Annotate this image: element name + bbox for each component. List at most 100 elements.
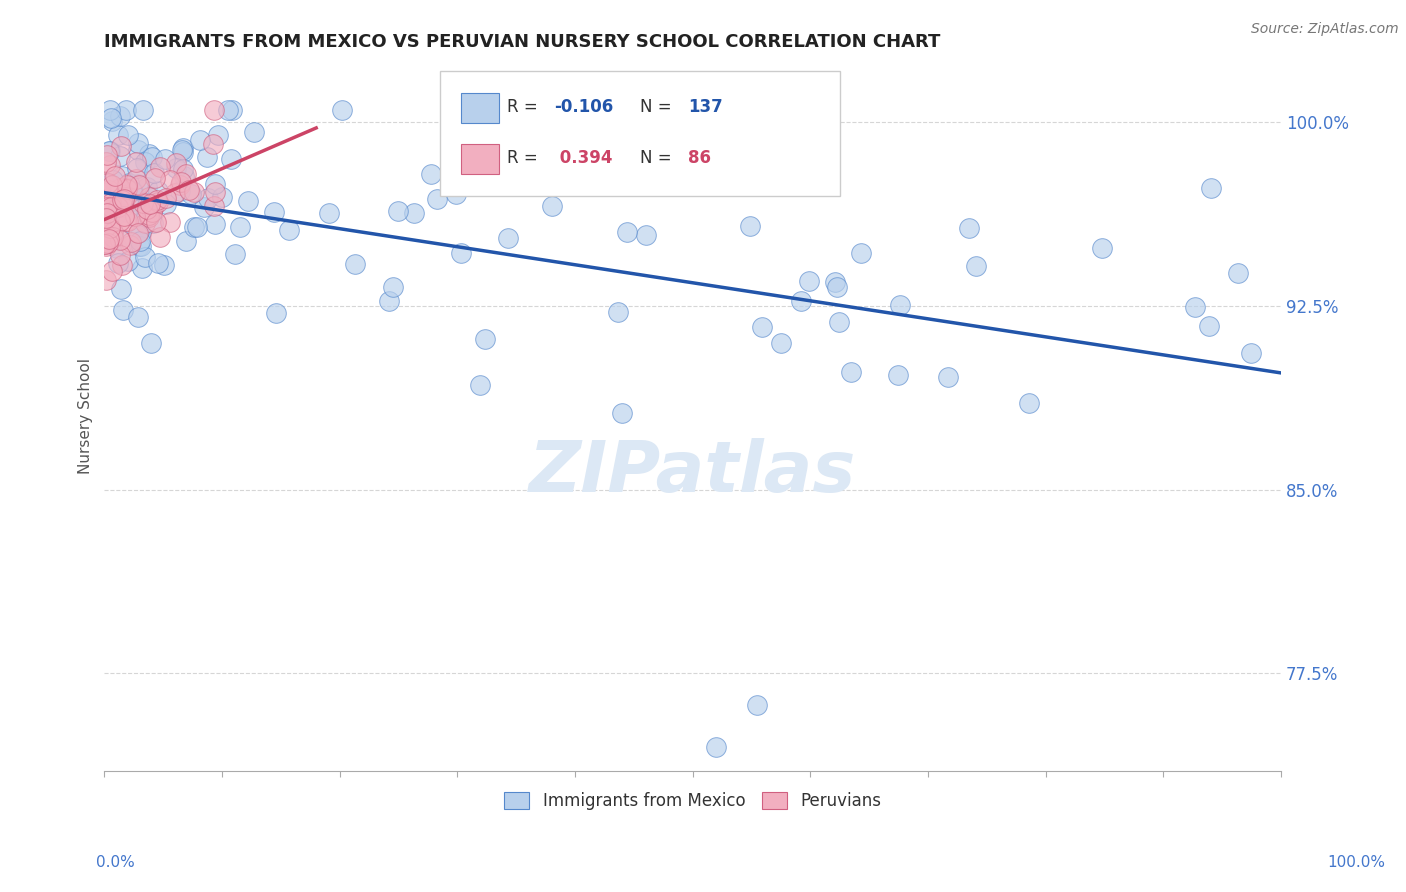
- Point: [100, 195, 122, 210]
- Point: [136, 196, 159, 211]
- Point: [738, 219, 761, 233]
- Point: [132, 103, 155, 117]
- Point: [202, 103, 225, 117]
- Point: [174, 167, 197, 181]
- Point: [165, 156, 187, 170]
- Point: [96, 202, 118, 216]
- Point: [111, 200, 134, 214]
- Point: [197, 191, 219, 205]
- Point: [159, 215, 181, 229]
- Point: [101, 197, 124, 211]
- Point: [96, 194, 118, 208]
- Point: [108, 213, 131, 227]
- Point: [145, 215, 167, 229]
- Point: [101, 228, 124, 243]
- Point: [142, 199, 165, 213]
- Point: [825, 280, 848, 294]
- Point: [330, 103, 353, 117]
- Point: [1199, 180, 1222, 194]
- Point: [96, 200, 118, 214]
- Point: [115, 205, 138, 219]
- Point: [839, 365, 862, 379]
- Point: [108, 248, 131, 262]
- Point: [610, 406, 633, 420]
- Point: [799, 274, 821, 288]
- Point: [100, 233, 122, 247]
- Y-axis label: Nursery School: Nursery School: [79, 358, 93, 474]
- Point: [94, 211, 117, 225]
- Point: [115, 103, 138, 117]
- Point: [128, 226, 150, 240]
- Point: [100, 114, 122, 128]
- Point: [243, 125, 266, 139]
- Point: [174, 234, 197, 248]
- Point: [170, 175, 193, 189]
- Point: [115, 190, 138, 204]
- Point: [96, 238, 118, 252]
- Text: R =: R =: [506, 98, 543, 116]
- Point: [170, 143, 193, 157]
- Point: [120, 237, 142, 252]
- Point: [117, 128, 139, 143]
- Point: [790, 293, 813, 308]
- Point: [204, 217, 226, 231]
- Point: [426, 192, 449, 206]
- Point: [121, 184, 143, 198]
- Point: [165, 161, 187, 176]
- Point: [97, 183, 120, 197]
- Text: 86: 86: [688, 149, 711, 167]
- Point: [111, 193, 134, 207]
- Point: [450, 246, 472, 260]
- Point: [474, 333, 496, 347]
- Text: IMMIGRANTS FROM MEXICO VS PERUVIAN NURSERY SCHOOL CORRELATION CHART: IMMIGRANTS FROM MEXICO VS PERUVIAN NURSE…: [104, 33, 941, 51]
- Point: [149, 160, 172, 174]
- Point: [135, 206, 157, 220]
- Point: [155, 191, 177, 205]
- Point: [110, 233, 132, 247]
- Point: [124, 209, 146, 223]
- Point: [97, 231, 120, 245]
- Point: [217, 103, 239, 117]
- Point: [112, 209, 135, 223]
- Point: [887, 368, 910, 382]
- Point: [117, 214, 139, 228]
- Point: [127, 178, 149, 192]
- Point: [747, 698, 769, 713]
- Point: [125, 172, 148, 186]
- Point: [148, 256, 170, 270]
- Point: [238, 194, 260, 209]
- Point: [169, 184, 191, 198]
- Point: [127, 136, 149, 150]
- Point: [172, 141, 194, 155]
- Point: [98, 221, 121, 235]
- Point: [94, 237, 117, 252]
- Point: [121, 194, 143, 209]
- Point: [404, 206, 426, 220]
- Point: [828, 315, 851, 329]
- Point: [136, 179, 159, 194]
- Point: [117, 178, 139, 192]
- Point: [139, 336, 162, 351]
- Point: [112, 192, 135, 206]
- Point: [475, 145, 498, 159]
- Point: [188, 133, 211, 147]
- Point: [94, 273, 117, 287]
- Point: [124, 154, 146, 169]
- Point: [98, 103, 121, 117]
- FancyBboxPatch shape: [461, 93, 499, 122]
- Point: [101, 230, 124, 244]
- Point: [105, 241, 128, 255]
- Text: ZIPatlas: ZIPatlas: [529, 438, 856, 508]
- Point: [381, 280, 404, 294]
- Point: [98, 219, 121, 233]
- Point: [141, 151, 163, 165]
- Point: [107, 192, 129, 206]
- Point: [107, 198, 129, 212]
- Point: [153, 258, 176, 272]
- Point: [134, 216, 156, 230]
- Point: [111, 258, 134, 272]
- Point: [344, 257, 367, 271]
- Point: [277, 223, 299, 237]
- Point: [1184, 300, 1206, 314]
- Point: [107, 188, 129, 202]
